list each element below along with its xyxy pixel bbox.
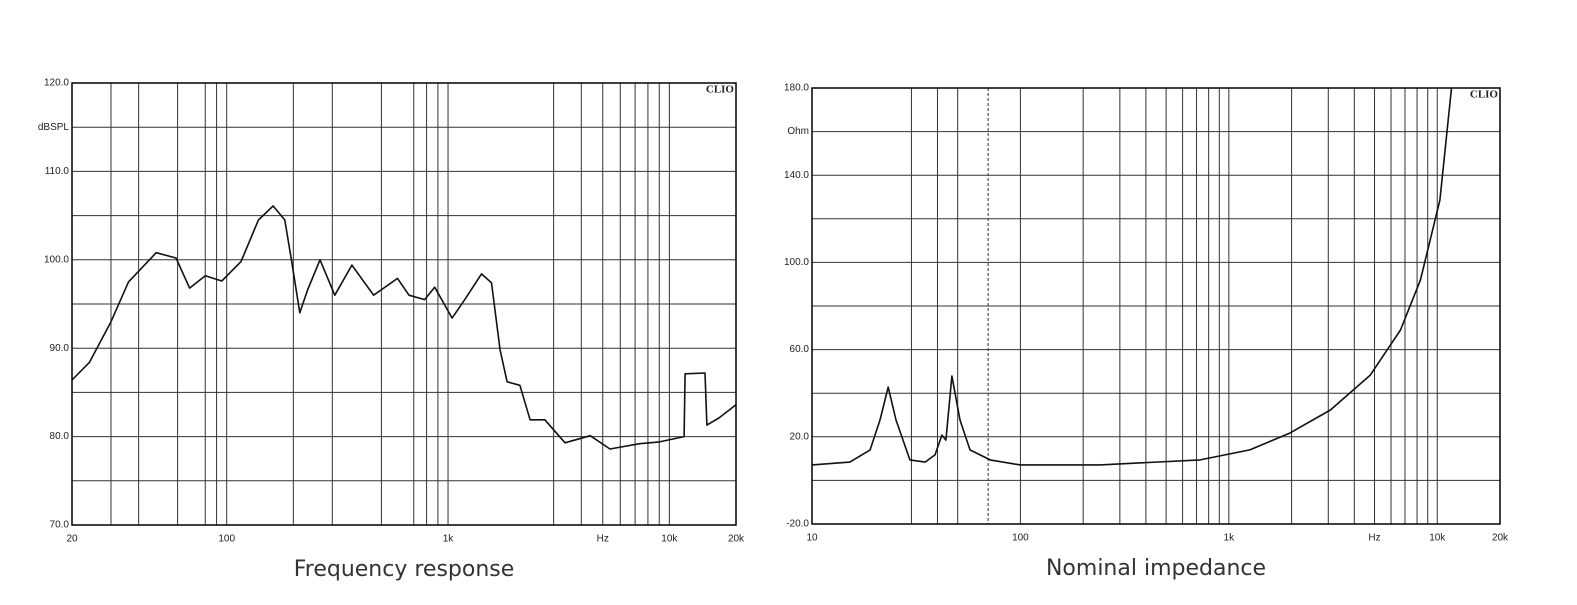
plot-border xyxy=(811,87,1501,525)
brand-label: CLIO xyxy=(1470,89,1499,101)
x-tick-label: 20k xyxy=(1492,533,1509,544)
y-tick-label: 120.0 xyxy=(44,78,69,89)
y-tick-label: 100.0 xyxy=(784,257,809,268)
x-tick-label: 100 xyxy=(218,534,235,545)
brand-label: CLIO xyxy=(706,84,735,96)
chart-caption: Frequency response xyxy=(294,557,515,582)
x-tick-label: 1k xyxy=(1224,533,1236,544)
x-tick-label: 1k xyxy=(443,534,455,545)
y-tick-label: 80.0 xyxy=(50,431,70,442)
y-tick-label: 100.0 xyxy=(44,254,69,265)
x-tick-label: 10k xyxy=(1429,533,1446,544)
x-tick-label: 20k xyxy=(728,534,745,545)
y-tick-label: 90.0 xyxy=(50,343,70,354)
y-tick-label: 70.0 xyxy=(50,520,70,531)
x-tick-label: 20 xyxy=(66,534,78,545)
x-tick-label: 100 xyxy=(1012,533,1029,544)
y-tick-label: 60.0 xyxy=(790,344,810,355)
curve xyxy=(71,205,737,450)
y-axis-label: Ohm xyxy=(787,126,809,137)
curve xyxy=(811,87,1453,466)
x-tick-label: Hz xyxy=(597,534,609,545)
y-tick-label: 140.0 xyxy=(784,170,809,181)
y-tick-label: 180.0 xyxy=(784,83,809,94)
x-tick-label: 10 xyxy=(806,533,818,544)
y-axis-label: dBSPL xyxy=(38,122,70,133)
y-tick-label: -20.0 xyxy=(786,519,809,530)
x-tick-label: 10k xyxy=(661,534,678,545)
y-tick-label: 110.0 xyxy=(45,166,70,177)
y-tick-label: 20.0 xyxy=(790,431,810,442)
chart-caption: Nominal impedance xyxy=(1046,556,1266,581)
plot-border xyxy=(71,82,737,526)
x-tick-label: Hz xyxy=(1368,533,1380,544)
